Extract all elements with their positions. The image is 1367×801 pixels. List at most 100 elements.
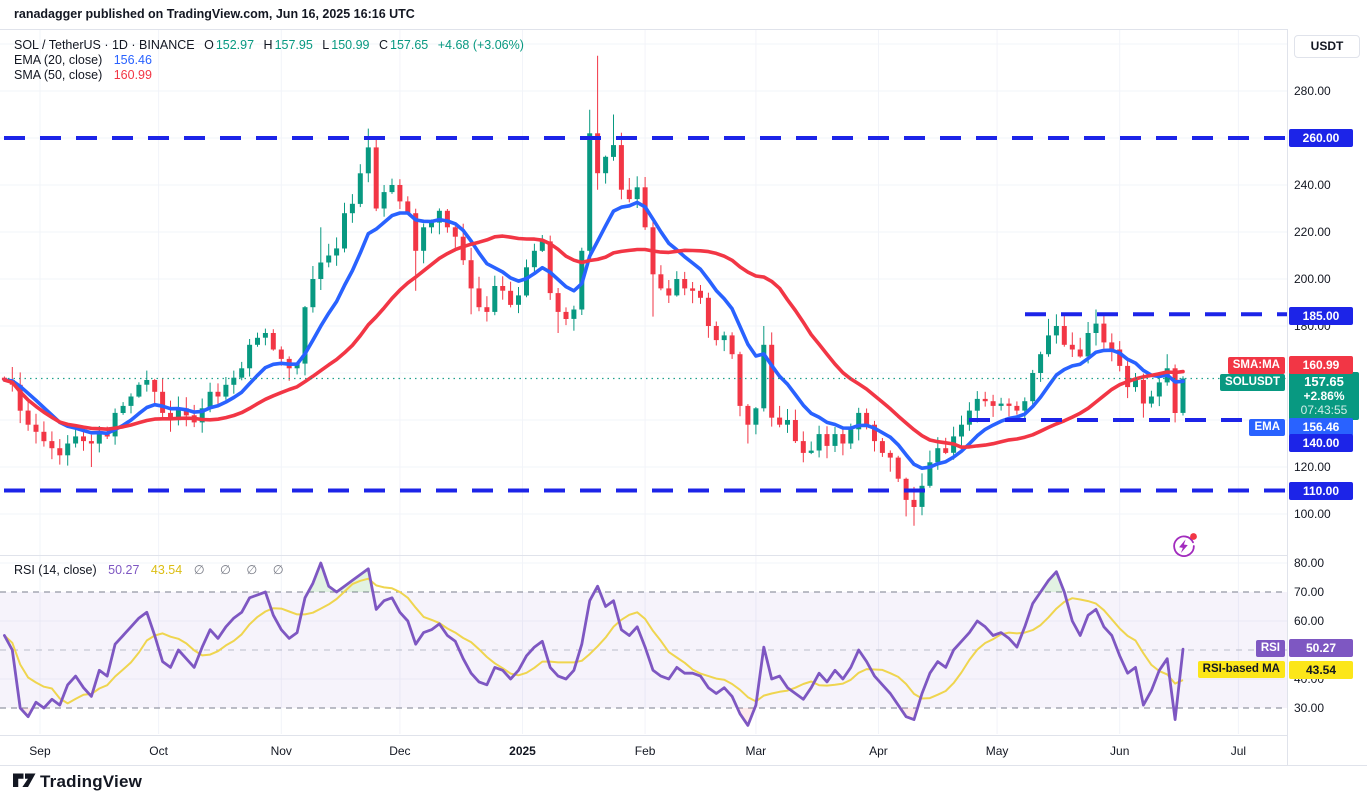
candle-body: [982, 398, 988, 402]
rsi-axis-tag: RSI: [1255, 640, 1285, 657]
candle-body: [144, 380, 150, 385]
symbol-title: SOL / TetherUS · 1D · BINANCE: [14, 38, 195, 52]
time-axis-separator: [0, 735, 1367, 736]
candle-body: [753, 408, 759, 425]
tradingview-brand-text[interactable]: TradingView: [40, 772, 143, 791]
level-badge-110: 110.00: [1289, 482, 1353, 500]
candle-body: [152, 380, 158, 392]
sma-legend-row[interactable]: SMA (50, close) 160.99: [14, 68, 152, 82]
rsi-ma-axis-value: 43.54: [1289, 661, 1353, 679]
candle-body: [1030, 373, 1036, 402]
time-axis-label-May[interactable]: May: [985, 744, 1009, 758]
candle-body: [824, 434, 830, 446]
price-tick-240: 240.00: [1294, 178, 1331, 192]
candle-body: [136, 384, 142, 397]
level-badge-260: 260.00: [1289, 129, 1353, 147]
price-tick-220: 220.00: [1294, 225, 1331, 239]
rsi-panel[interactable]: [0, 550, 1287, 740]
time-axis-label-Dec[interactable]: Dec: [389, 744, 411, 758]
candle-body: [365, 147, 371, 174]
time-axis-label-Jul[interactable]: Jul: [1230, 744, 1247, 758]
time-axis-label-Sep[interactable]: Sep: [29, 744, 51, 758]
candle-body: [57, 448, 63, 456]
rsi-ma-line[interactable]: [3, 577, 1184, 705]
boost-lightning-icon[interactable]: [1168, 530, 1200, 562]
last-price-badge: 157.65 +2.86% 07:43:55: [1289, 372, 1359, 420]
candle-body: [262, 333, 268, 338]
candle-body: [500, 286, 506, 291]
candle-body: [761, 344, 767, 409]
candle-body: [294, 363, 300, 369]
price-panel[interactable]: [1, 55, 1287, 526]
time-axis-label-Nov[interactable]: Nov: [270, 744, 292, 758]
ema-legend-row[interactable]: EMA (20, close) 156.46: [14, 53, 152, 67]
candle-body: [168, 412, 173, 420]
candle-body: [966, 410, 972, 425]
candle-body: [207, 391, 213, 409]
ema-line[interactable]: [2, 200, 1185, 471]
candle-body: [1085, 333, 1091, 357]
rsi-line[interactable]: [3, 561, 1185, 727]
tradingview-logo-icon[interactable]: [13, 771, 37, 791]
time-axis-label-Apr[interactable]: Apr: [869, 744, 888, 758]
candle-body: [690, 288, 696, 291]
candle-body: [215, 391, 221, 397]
candle-body: [508, 290, 514, 305]
rsi-tick-80: 80.00: [1294, 556, 1325, 570]
candle-body: [88, 441, 94, 444]
candle-body: [1180, 378, 1186, 413]
bar-countdown: 07:43:55: [1300, 403, 1348, 417]
candle-body: [943, 448, 949, 453]
candle-body: [1006, 403, 1012, 406]
candle-body: [919, 485, 925, 507]
rsi-ma-value: 43.54: [150, 563, 183, 577]
candle-body: [808, 450, 814, 453]
candle-body: [492, 286, 498, 312]
candle-body: [1117, 349, 1123, 366]
open-label: O: [204, 38, 214, 52]
candle-body: [840, 434, 846, 444]
sma-axis-value: 160.99: [1289, 356, 1353, 374]
candle-body: [721, 335, 727, 341]
candle-body: [73, 436, 79, 444]
time-axis-label-Jun[interactable]: Jun: [1110, 744, 1130, 758]
candle-body: [832, 434, 838, 446]
time-axis-label-Feb[interactable]: Feb: [634, 744, 656, 758]
candle-body: [769, 344, 775, 418]
candle-body: [468, 260, 474, 289]
candle-body: [302, 307, 308, 364]
header-separator: [0, 29, 1367, 30]
candle-body: [618, 145, 624, 190]
candle-body: [310, 279, 316, 308]
candle-body: [595, 133, 601, 174]
time-axis-label-2025[interactable]: 2025: [509, 744, 536, 758]
rsi-legend-row[interactable]: RSI (14, close) 50.27 43.54 ∅ ∅ ∅ ∅: [14, 562, 290, 577]
candle-body: [547, 241, 553, 294]
attribution-text: ranadagger published on TradingView.com,…: [14, 7, 415, 21]
candle-body: [658, 274, 664, 289]
candle-body: [1125, 365, 1131, 388]
candle-body: [421, 227, 427, 251]
rsi-hidden-plots: ∅ ∅ ∅ ∅: [193, 563, 290, 577]
candle-body: [626, 189, 632, 200]
candle-body: [1172, 368, 1178, 413]
candle-body: [737, 354, 743, 406]
close-value: 157.65: [390, 38, 429, 52]
candle-body: [278, 349, 284, 359]
time-axis-label-Mar[interactable]: Mar: [745, 744, 767, 758]
sma-line[interactable]: [2, 234, 1185, 450]
currency-toggle-button[interactable]: USDT: [1294, 35, 1360, 58]
time-axis-label-Oct[interactable]: Oct: [149, 744, 168, 758]
candle-body: [96, 431, 102, 444]
candle-body: [848, 429, 854, 444]
candle-body: [1022, 401, 1028, 411]
candle-body: [128, 396, 134, 406]
candle-body: [1093, 323, 1099, 333]
candle-body: [785, 420, 790, 425]
candle-body: [444, 210, 450, 228]
ema-label: EMA (20, close): [14, 53, 103, 67]
rsi-tick-60: 60.00: [1294, 614, 1325, 628]
candle-body: [1148, 396, 1154, 404]
